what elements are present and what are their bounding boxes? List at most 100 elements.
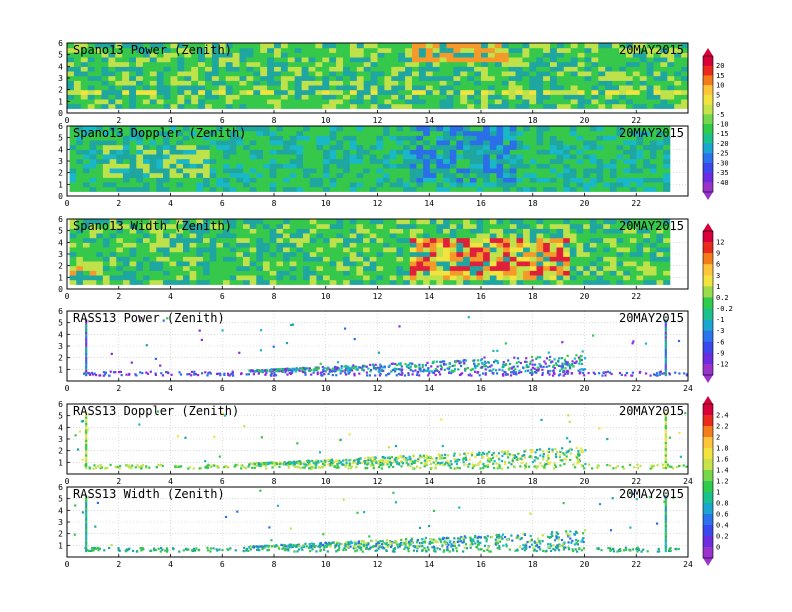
data-point <box>664 321 667 324</box>
heatmap-cell <box>129 246 137 253</box>
heatmap-cell <box>663 270 671 276</box>
heatmap-cell <box>283 186 291 192</box>
heatmap-cell <box>184 66 192 72</box>
heatmap-cell <box>481 66 489 72</box>
heatmap-cell <box>122 246 130 253</box>
heatmap-cell <box>412 52 420 58</box>
data-point <box>289 372 293 375</box>
y-tick-label: 6 <box>58 215 63 224</box>
heatmap-cell <box>529 153 537 160</box>
heatmap-cell <box>256 232 264 239</box>
heatmap-cell <box>409 270 417 276</box>
heatmap-cell <box>309 158 317 164</box>
data-point <box>251 369 254 372</box>
heatmap-cell <box>489 232 497 239</box>
heatmap-cell <box>576 149 584 155</box>
heatmap-cell <box>469 228 477 234</box>
heatmap-cell <box>149 232 157 239</box>
heatmap-cell <box>643 181 651 188</box>
heatmap-cell <box>416 260 424 267</box>
heatmap-cell <box>487 42 496 49</box>
heatmap-cell <box>463 274 471 281</box>
data-point <box>119 370 122 373</box>
heatmap-cell <box>396 270 404 276</box>
heatmap-cell <box>67 75 75 81</box>
heatmap-cell <box>663 251 671 257</box>
heatmap-cell <box>89 274 97 281</box>
heatmap-cell <box>576 279 584 285</box>
heatmap-cell <box>576 135 584 141</box>
heatmap-cell <box>667 89 675 95</box>
heatmap-cell <box>376 181 384 188</box>
heatmap-cell <box>343 242 351 248</box>
heatmap-cell <box>398 52 406 58</box>
heatmap-cell <box>576 232 584 239</box>
heatmap-cell <box>416 256 424 262</box>
heatmap-cell <box>356 70 365 77</box>
heatmap-cell <box>639 98 647 105</box>
heatmap-cell <box>156 232 164 239</box>
heatmap-cell <box>508 75 516 81</box>
heatmap-cell <box>216 232 224 239</box>
heatmap-cell <box>629 237 637 243</box>
heatmap-cell <box>509 125 517 132</box>
heatmap-cell <box>205 47 213 53</box>
heatmap-cell <box>129 163 137 169</box>
data-point <box>108 374 111 377</box>
heatmap-cell <box>303 125 311 132</box>
heatmap-cell <box>315 75 323 81</box>
data-point <box>118 467 121 470</box>
heatmap-cell <box>296 251 304 257</box>
heatmap-cell <box>583 237 591 243</box>
heatmap-cell <box>236 223 244 229</box>
data-point <box>316 373 319 376</box>
heatmap-cell <box>69 246 77 253</box>
heatmap-cell <box>583 177 591 183</box>
heatmap-cell <box>584 80 592 86</box>
heatmap-cell <box>516 279 524 285</box>
heatmap-cell <box>243 260 251 267</box>
heatmap-cell <box>549 237 557 243</box>
heatmap-cell <box>129 125 137 132</box>
heatmap-cell <box>163 158 171 164</box>
heatmap-cell <box>274 66 282 72</box>
heatmap-cell <box>309 218 317 225</box>
heatmap-cell <box>236 135 244 141</box>
heatmap-cell <box>87 47 95 53</box>
heatmap-cell <box>283 256 291 262</box>
heatmap-cell <box>563 75 572 81</box>
heatmap-cell <box>209 237 217 243</box>
heatmap-cell <box>522 66 530 72</box>
data-point <box>508 367 511 370</box>
data-point <box>490 364 493 367</box>
heatmap-cell <box>169 256 177 262</box>
heatmap-cell <box>232 80 240 86</box>
heatmap-cell <box>343 177 351 183</box>
heatmap-cell <box>198 61 206 67</box>
y-tick-label: 3 <box>58 342 63 351</box>
heatmap-cell <box>584 98 592 105</box>
heatmap-cell <box>556 279 564 285</box>
heatmap-cell <box>289 260 297 267</box>
heatmap-cell <box>405 84 413 91</box>
heatmap-cell <box>569 260 577 267</box>
heatmap-cell <box>289 172 297 178</box>
heatmap-cell <box>681 70 689 77</box>
heatmap-cell <box>102 265 110 271</box>
heatmap-cell <box>436 144 444 150</box>
heatmap-cell <box>96 251 104 257</box>
heatmap-cell <box>416 139 424 146</box>
heatmap-cell <box>136 172 144 178</box>
heatmap-cell <box>76 279 84 285</box>
heatmap-cell <box>616 256 624 262</box>
heatmap-cell <box>398 70 406 77</box>
heatmap-cell <box>296 270 304 276</box>
heatmap-cell <box>443 139 451 146</box>
heatmap-cell <box>609 149 617 155</box>
heatmap-cell <box>249 270 257 276</box>
heatmap-cell <box>269 270 277 276</box>
heatmap-cell <box>443 144 451 150</box>
heatmap-cell <box>550 56 558 63</box>
heatmap-cell <box>616 218 624 225</box>
heatmap-cell <box>436 186 444 192</box>
